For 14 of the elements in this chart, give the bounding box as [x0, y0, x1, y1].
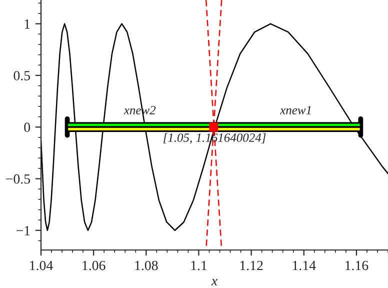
x-tick-label: 1.06	[82, 260, 106, 270]
annotation: xnew1	[280, 106, 311, 114]
x-axis-title: x	[211, 279, 218, 286]
y-tick-label: 1	[24, 19, 30, 29]
y-tick-label: 0	[24, 122, 30, 132]
x-tick-label: 1.12	[240, 260, 263, 270]
y-tick-label: −0.5	[6, 174, 30, 184]
x-tick-label: 1.08	[135, 260, 158, 270]
y-tick-label: 0.5	[14, 70, 30, 80]
x-tick-label: 1.14	[292, 260, 316, 270]
y-tick-label: −1	[16, 226, 30, 236]
x-tick-label: 1.1	[191, 260, 207, 270]
x-tick-label: 1.04	[30, 260, 53, 270]
x-tick-label: 1.16	[346, 260, 368, 270]
